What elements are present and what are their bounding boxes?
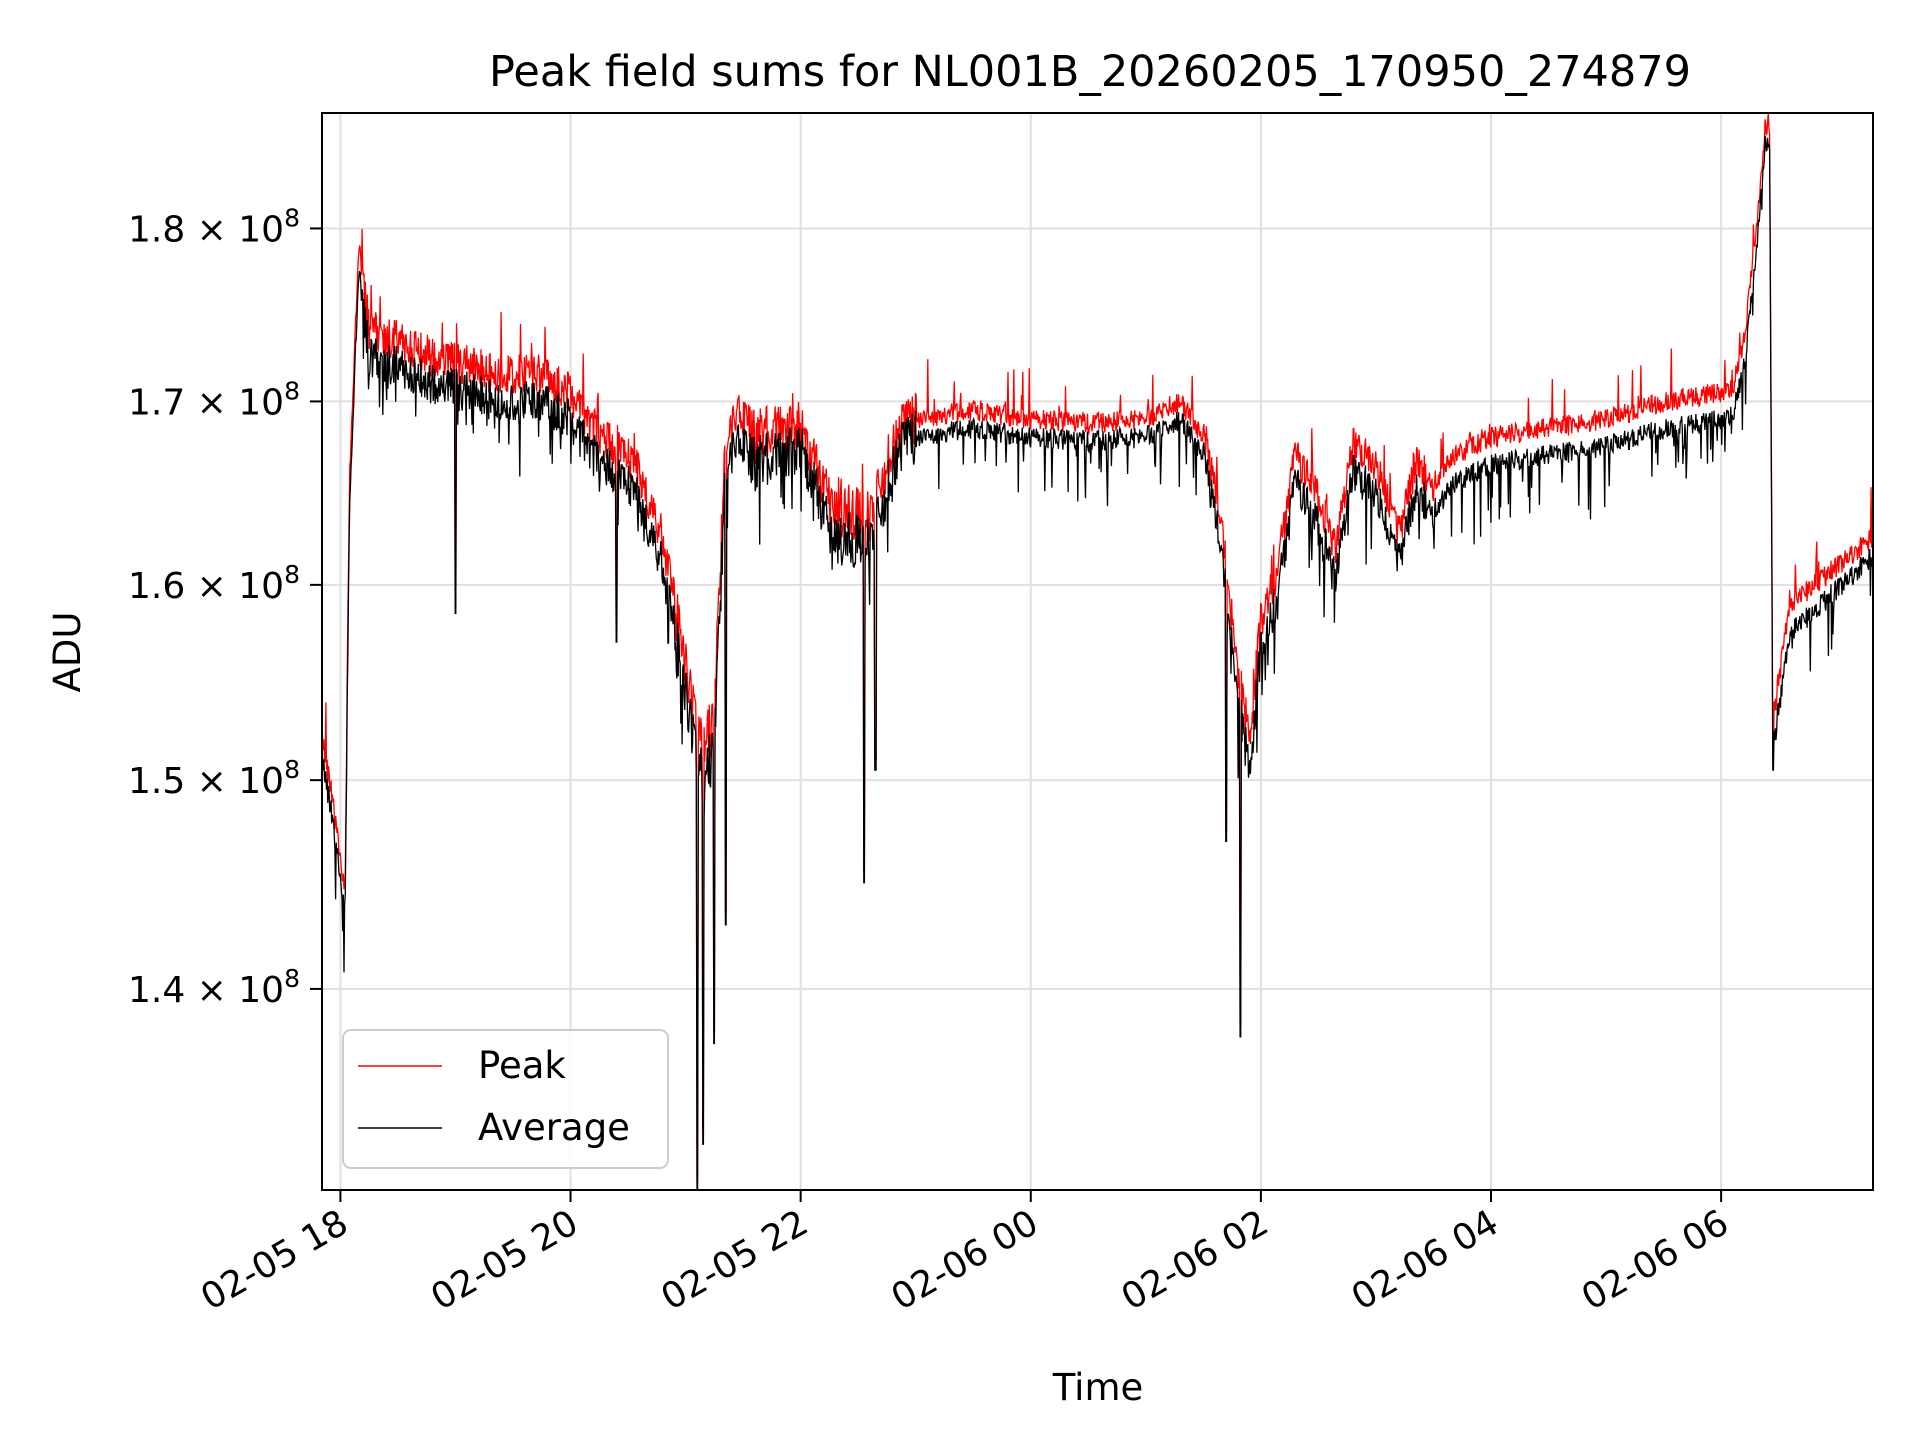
y-tick-label: 1.7 × 108 — [128, 376, 300, 423]
chart-title: Peak field sums for NL001B_20260205_1709… — [489, 47, 1691, 97]
plot-frame — [321, 112, 1874, 1191]
y-tick-label: 1.6 × 108 — [128, 560, 300, 607]
y-tick-label: 1.5 × 108 — [128, 755, 300, 802]
grid — [322, 113, 1873, 1190]
y-axis: 1.4 × 108 1.5 × 108 1.6 × 108 1.7 × 108 1.8 … — [128, 203, 322, 1011]
series-line-average — [322, 135, 1873, 1190]
y-axis-label: ADU — [46, 612, 89, 693]
legend-label-peak: Peak — [478, 1044, 566, 1087]
series-layer — [322, 113, 1873, 1190]
y-tick-label: 1.8 × 108 — [128, 203, 300, 250]
legend: Peak Average — [342, 1029, 669, 1169]
legend-box — [342, 1029, 669, 1169]
x-axis-label: Time — [1052, 1366, 1144, 1409]
legend-label-average: Average — [478, 1106, 630, 1149]
series-line-peak — [322, 113, 1873, 1180]
y-tick-label: 1.4 × 108 — [128, 964, 300, 1011]
